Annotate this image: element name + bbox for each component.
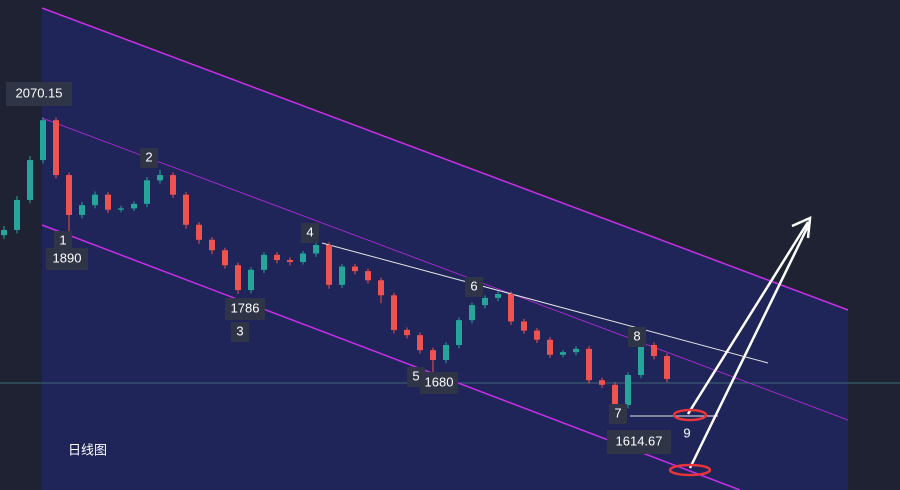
candle-body xyxy=(196,224,202,240)
wave-label: 4 xyxy=(306,224,313,239)
target-ellipse xyxy=(668,463,712,477)
candles xyxy=(1,117,670,416)
candle-body xyxy=(599,380,605,385)
candle-body xyxy=(456,320,462,345)
candle-body xyxy=(183,194,189,225)
channel-fill xyxy=(42,8,848,490)
candle-body xyxy=(248,269,254,291)
wave-label: 5 xyxy=(412,368,419,383)
candle-body xyxy=(391,295,397,330)
price-label: 1890 xyxy=(53,250,82,265)
candle-body xyxy=(300,253,306,262)
chart-title: 日线图 xyxy=(68,442,107,457)
candle-body xyxy=(443,344,449,360)
label-box xyxy=(628,327,646,347)
candle-body xyxy=(404,329,410,336)
candle-body xyxy=(14,199,20,230)
candle-body xyxy=(495,294,501,298)
wave-label: 6 xyxy=(470,278,477,293)
candle-body xyxy=(274,254,280,261)
candle-body xyxy=(66,175,72,215)
candle-body xyxy=(365,271,371,281)
target-ellipse xyxy=(672,408,708,422)
label-box xyxy=(46,248,88,270)
wave-label: 3 xyxy=(236,323,243,338)
candle-body xyxy=(586,348,592,381)
label-box xyxy=(301,223,319,243)
candle-body xyxy=(53,120,59,176)
wave-label: 8 xyxy=(633,328,640,343)
candle-body xyxy=(352,266,358,272)
channel-top xyxy=(41,7,849,311)
candle-body xyxy=(378,280,384,296)
label-box xyxy=(465,277,483,297)
candle-body xyxy=(40,120,46,161)
price-label: 1614.67 xyxy=(616,433,663,448)
candle-body xyxy=(261,254,267,270)
label-box xyxy=(6,82,72,106)
candle-body xyxy=(625,375,631,406)
candle-body xyxy=(222,250,228,266)
wave-label: 9 xyxy=(683,425,690,440)
label-box xyxy=(609,404,627,424)
candle-body xyxy=(482,297,488,306)
label-box xyxy=(607,430,671,454)
wave-label: 7 xyxy=(614,405,621,420)
candle-body xyxy=(105,194,111,210)
label-box xyxy=(140,148,158,168)
candle-body xyxy=(79,205,85,215)
candle-body xyxy=(287,260,293,262)
candle-body xyxy=(430,350,436,360)
candle-body xyxy=(521,321,527,331)
candle-body xyxy=(144,180,150,204)
candle-body xyxy=(417,335,423,351)
wave-label: 2 xyxy=(145,149,152,164)
candle-body xyxy=(235,265,241,291)
label-box xyxy=(54,231,72,251)
candle-body xyxy=(326,245,332,285)
candle-body xyxy=(508,294,514,322)
candle-body xyxy=(547,339,553,355)
candle-body xyxy=(131,203,137,209)
candle-body xyxy=(92,194,98,206)
label-box xyxy=(225,298,265,320)
candle-body xyxy=(157,175,163,181)
candle-body xyxy=(469,305,475,321)
label-box xyxy=(231,322,249,342)
candle-body xyxy=(534,330,540,340)
candle-body xyxy=(1,229,7,236)
price-label: 1786 xyxy=(231,300,260,315)
candle-body xyxy=(560,352,566,355)
candle-body xyxy=(170,175,176,195)
arrows xyxy=(686,215,812,469)
candle-body xyxy=(313,245,319,254)
candle-body xyxy=(209,239,215,251)
candle-body xyxy=(27,160,33,200)
candle-body xyxy=(651,344,657,357)
candle-body xyxy=(339,266,345,285)
candle-body xyxy=(573,348,579,353)
candle-body xyxy=(638,344,644,376)
label-box xyxy=(407,367,425,387)
channel-middle xyxy=(41,117,849,421)
candle-body xyxy=(664,356,670,379)
label-box xyxy=(420,372,458,394)
candle-body xyxy=(612,384,618,406)
wave-label: 1 xyxy=(59,232,66,247)
candle-body xyxy=(118,208,124,210)
resistance-line xyxy=(321,242,769,364)
price-label: 2070.15 xyxy=(16,85,63,100)
price-label: 1680 xyxy=(425,374,454,389)
